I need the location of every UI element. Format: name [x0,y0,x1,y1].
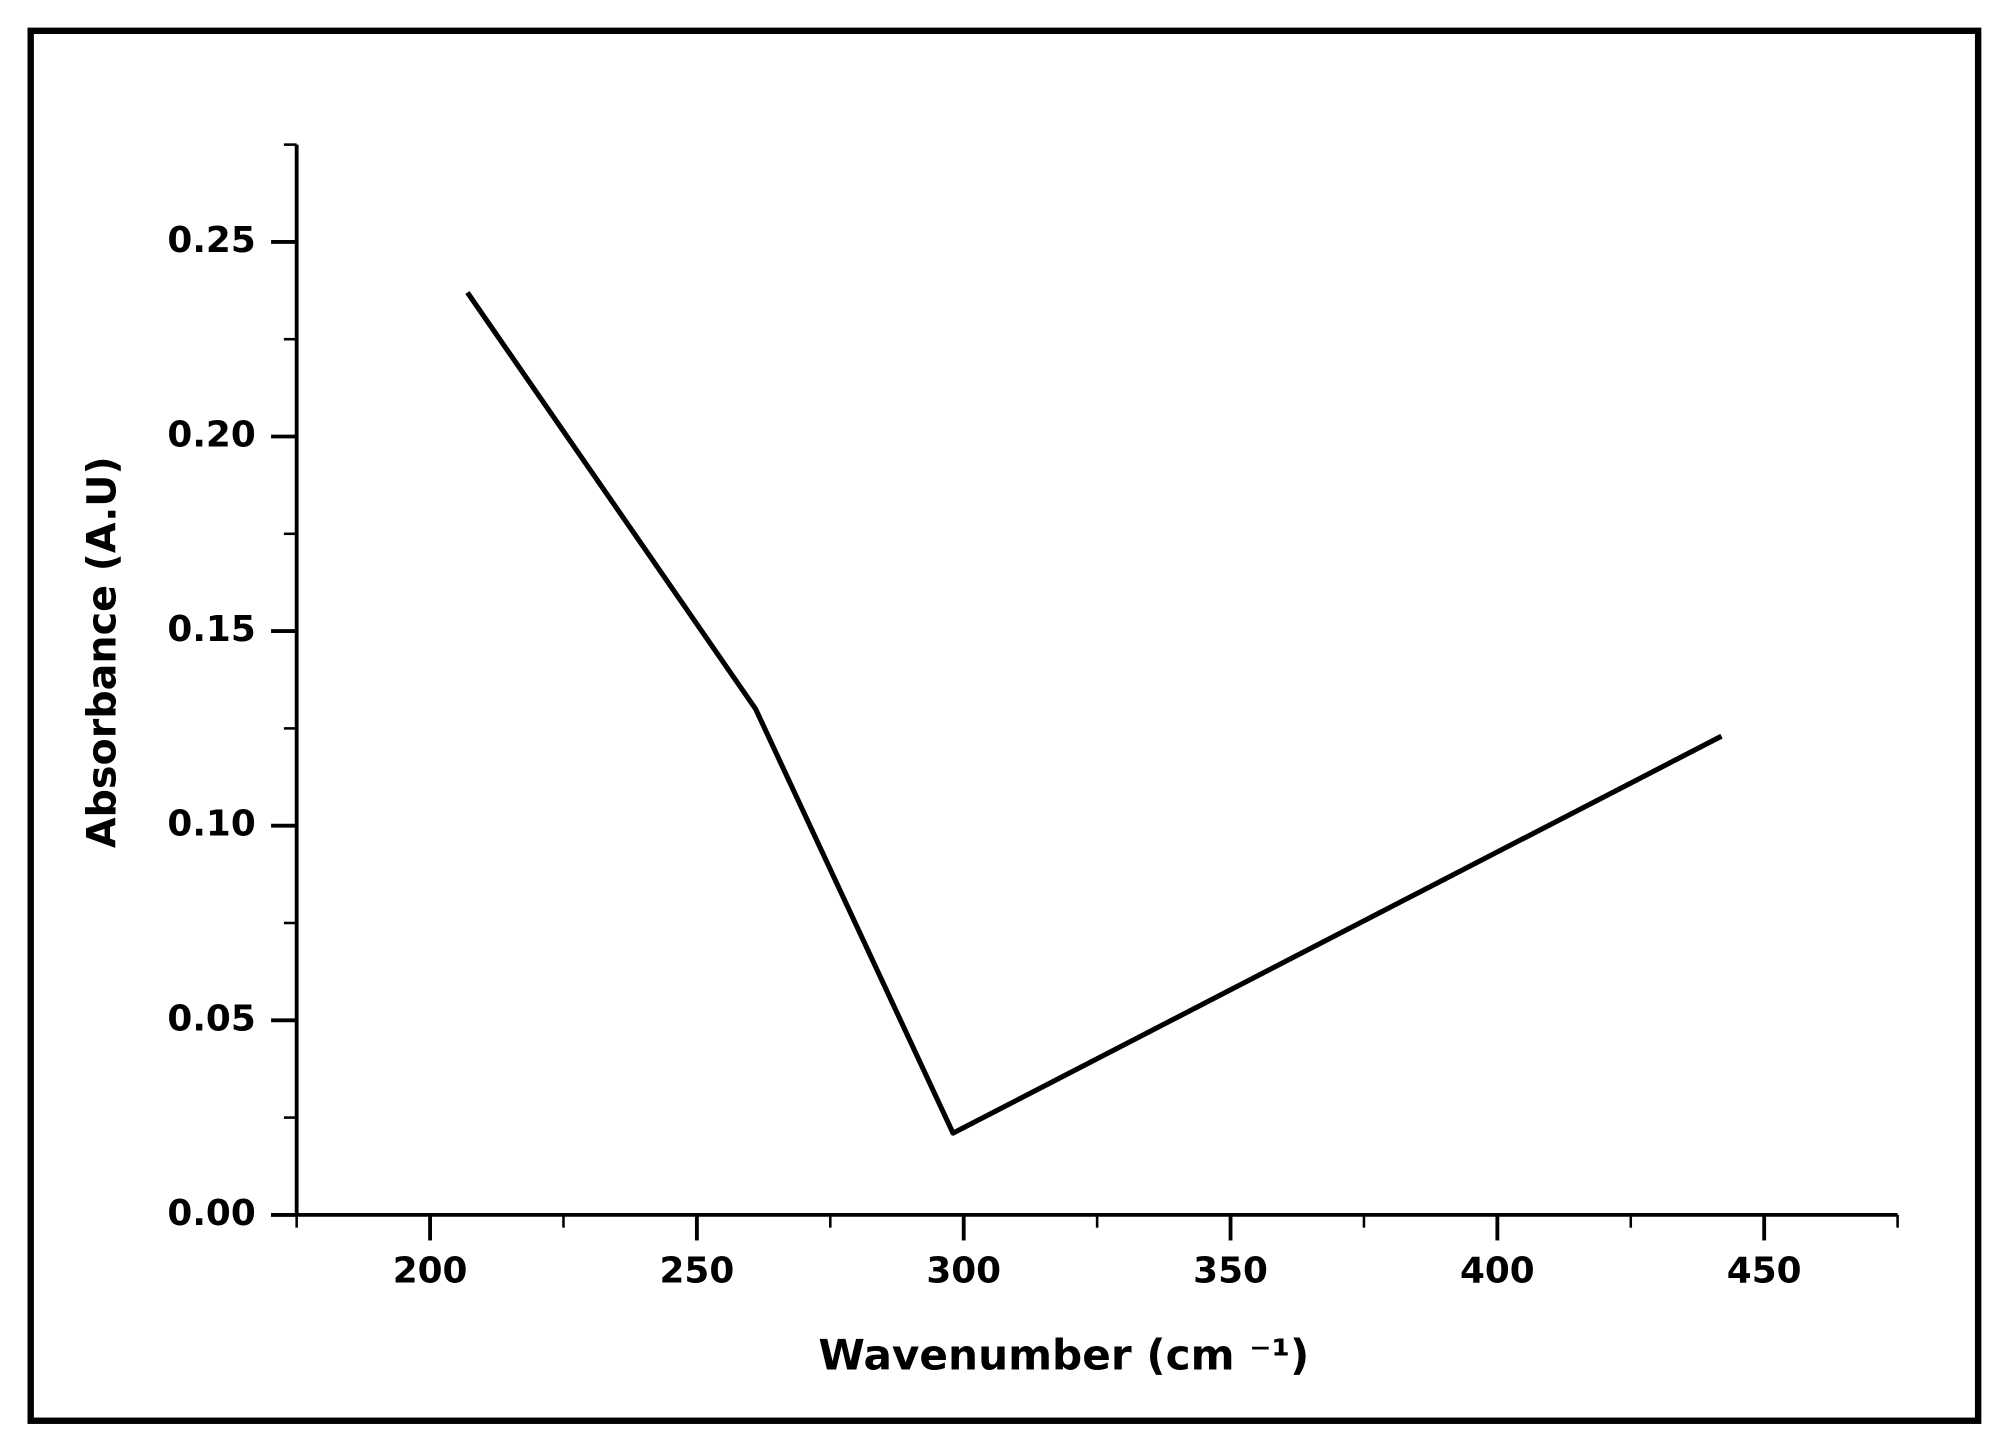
x-tick-label: 400 [1460,1250,1535,1291]
x-tick-label: 200 [393,1250,468,1291]
y-tick-label: 0.00 [167,1193,255,1234]
x-tick-label: 350 [1193,1250,1268,1291]
data-line [465,291,1723,1136]
frame [27,27,1982,1424]
y-axis-label: Absorbance (A.U) [79,456,125,848]
x-tick-label: 450 [1727,1250,1802,1291]
y-tick-label: 0.05 [167,998,255,1039]
y-tick-label: 0.20 [167,415,255,456]
y-tick-label: 0.25 [167,220,255,261]
x-axis-label: Wavenumber (cm ⁻¹) [818,1331,1309,1380]
x-tick-label: 250 [660,1250,735,1291]
y-tick-label: 0.10 [167,804,255,845]
x-tick-label: 300 [926,1250,1001,1291]
y-tick-label: 0.15 [167,609,255,650]
